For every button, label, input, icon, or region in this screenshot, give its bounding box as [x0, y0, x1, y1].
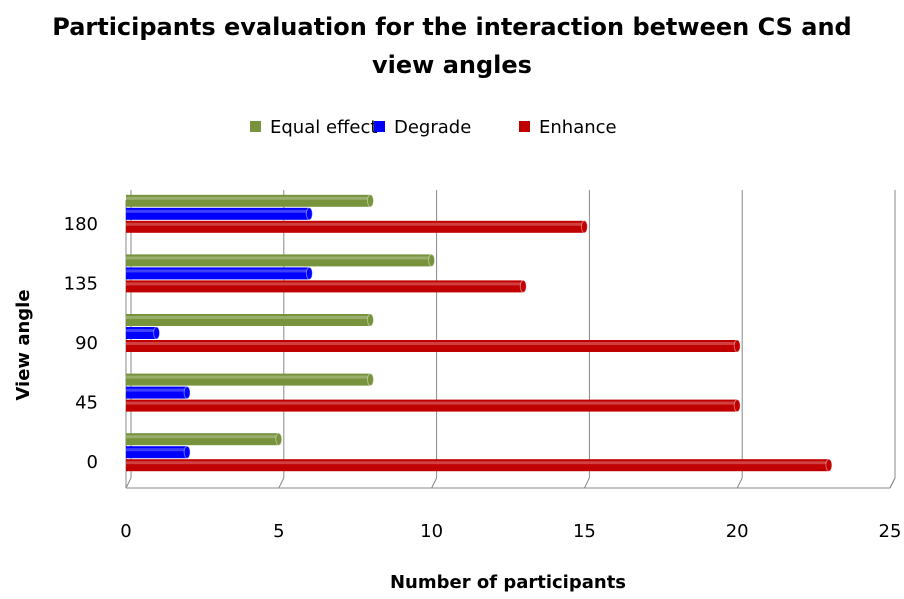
grid-line [736, 477, 743, 489]
x-tick-label: 25 [879, 521, 902, 542]
bar [126, 339, 741, 353]
bar [126, 373, 374, 387]
grid-line [278, 477, 285, 489]
legend-label: Degrade [394, 117, 471, 138]
y-tick-label: 90 [75, 333, 98, 354]
bar [126, 194, 374, 208]
legend-swatch [250, 121, 261, 132]
y-axis-title: View angle [13, 289, 34, 400]
grid-line [125, 477, 132, 489]
legend-label: Equal effect [270, 117, 377, 138]
x-tick-label: 15 [573, 521, 596, 542]
x-tick-label: 10 [420, 521, 443, 542]
grid-line [583, 477, 590, 489]
bar [126, 220, 588, 234]
bar [126, 207, 313, 221]
grid-line [889, 477, 896, 489]
x-tick-label: 0 [120, 521, 131, 542]
bar [126, 399, 741, 413]
legend-swatch [374, 121, 385, 132]
y-tick-label: 45 [75, 393, 98, 414]
bar [126, 458, 833, 472]
bar [126, 445, 191, 459]
x-axis-title: Number of participants [390, 572, 626, 593]
bar [126, 253, 436, 267]
grid-line [431, 477, 438, 489]
legend-label: Enhance [539, 117, 617, 138]
bar [126, 432, 283, 446]
bar [126, 279, 527, 293]
legend-swatch [519, 121, 530, 132]
x-tick-label: 5 [273, 521, 284, 542]
y-tick-label: 180 [64, 214, 98, 235]
bar [126, 326, 161, 340]
chart-title: Participants evaluation for the interact… [52, 13, 852, 79]
bar [126, 386, 191, 400]
y-tick-label: 0 [87, 452, 98, 473]
x-tick-label: 20 [726, 521, 749, 542]
bar [126, 266, 313, 280]
y-tick-label: 135 [64, 273, 98, 294]
bar [126, 313, 374, 327]
